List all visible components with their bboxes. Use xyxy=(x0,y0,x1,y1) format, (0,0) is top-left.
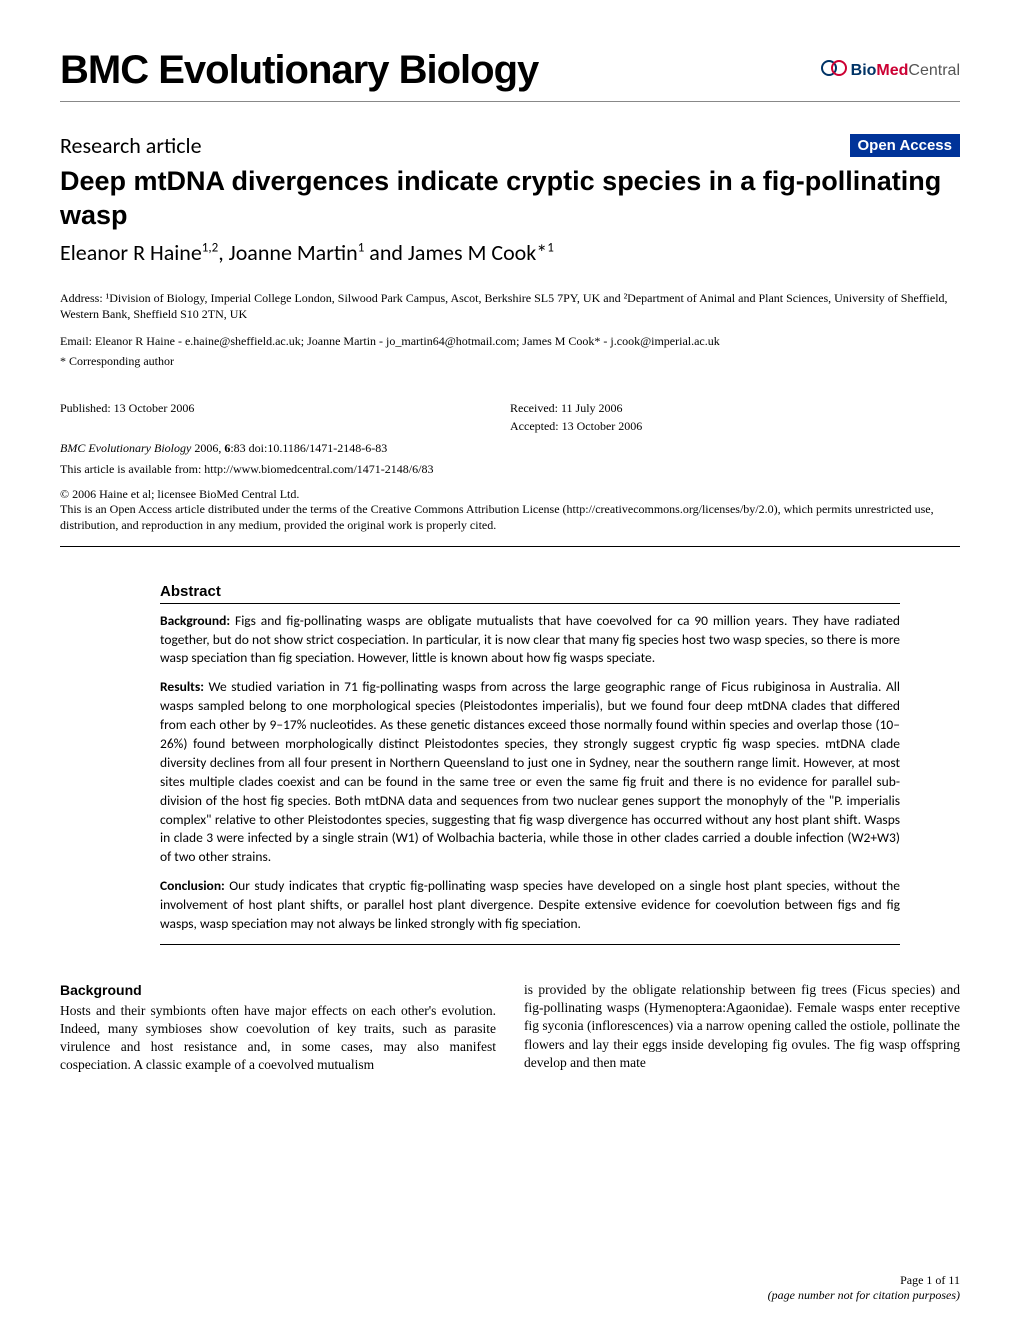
abstract-conclusion-text: Our study indicates that cryptic fig-pol… xyxy=(160,877,900,932)
published-date: Published: 13 October 2006 xyxy=(60,399,510,417)
logo-central: Central xyxy=(908,62,960,80)
body-columns: Background Hosts and their symbionts oft… xyxy=(60,981,960,1075)
abstract-conclusion-label: Conclusion: xyxy=(160,877,225,894)
dates-right: Received: 11 July 2006 Accepted: 13 Octo… xyxy=(510,399,960,435)
article-title: Deep mtDNA divergences indicate cryptic … xyxy=(60,165,960,233)
biomed-logo-icon xyxy=(821,55,847,86)
page-citation-note: (page number not for citation purposes) xyxy=(768,1288,960,1304)
copyright-line-2: This is an Open Access article distribut… xyxy=(60,502,960,533)
authors-line: Eleanor R Haine1,2, Joanne Martin 1 and J… xyxy=(60,239,960,266)
corresponding-note: * Corresponding author xyxy=(60,354,960,369)
affiliations: Address: ¹Division of Biology, Imperial … xyxy=(60,290,960,324)
article-type-row: Research article Open Access xyxy=(60,132,960,159)
author-1-sup: 1,2 xyxy=(202,240,218,255)
received-date: Received: 11 July 2006 xyxy=(510,399,960,417)
author-3-sup: 1 xyxy=(547,240,554,255)
body-col1-text: Hosts and their symbionts often have maj… xyxy=(60,1003,496,1073)
citation: BMC Evolutionary Biology 2006, 6:83 doi:… xyxy=(60,441,960,456)
abstract-heading: Abstract xyxy=(160,583,900,604)
citation-journal: BMC Evolutionary Biology xyxy=(60,441,191,455)
body-col2-text: is provided by the obligate relationship… xyxy=(524,982,960,1070)
body-column-right: is provided by the obligate relationship… xyxy=(524,981,960,1075)
journal-header: BMC Evolutionary Biology BioMed Central xyxy=(60,48,960,102)
body-column-left: Background Hosts and their symbionts oft… xyxy=(60,981,496,1075)
citation-doi: doi:10.1186/1471-2148-6-83 xyxy=(246,441,388,455)
abstract-results-label: Results: xyxy=(160,678,204,695)
page-number: Page 1 of 11 xyxy=(768,1273,960,1289)
page-footer: Page 1 of 11 (page number not for citati… xyxy=(768,1273,960,1304)
author-2: , Joanne Martin xyxy=(218,239,358,266)
author-3: and James M Cook* xyxy=(364,239,547,266)
copyright-line-1: © 2006 Haine et al; licensee BioMed Cent… xyxy=(60,487,960,503)
citation-year: 2006, xyxy=(191,441,224,455)
abstract-background-label: Background: xyxy=(160,612,230,629)
abstract-background-text: Figs and fig-pollinating wasps are oblig… xyxy=(160,612,900,667)
biomed-central-logo: BioMed Central xyxy=(821,55,960,86)
logo-med: Med xyxy=(876,62,908,80)
abstract-results-text: We studied variation in 71 fig-pollinati… xyxy=(160,678,900,865)
author-1: Eleanor R Haine xyxy=(60,239,202,266)
abstract-block: Abstract Background: Figs and fig-pollin… xyxy=(160,583,900,945)
abstract-conclusion: Conclusion: Our study indicates that cry… xyxy=(160,877,900,934)
journal-title: BMC Evolutionary Biology xyxy=(60,48,538,93)
logo-bio: Bio xyxy=(851,62,877,80)
dates-left: Published: 13 October 2006 xyxy=(60,399,510,435)
article-type: Research article xyxy=(60,132,202,159)
dates-row: Published: 13 October 2006 Received: 11 … xyxy=(60,399,960,435)
citation-page: :83 xyxy=(230,441,245,455)
abstract-background: Background: Figs and fig-pollinating was… xyxy=(160,612,900,669)
emails: Email: Eleanor R Haine - e.haine@sheffie… xyxy=(60,333,960,350)
availability: This article is available from: http://w… xyxy=(60,462,960,477)
abstract-results: Results: We studied variation in 71 fig-… xyxy=(160,678,900,867)
accepted-date: Accepted: 13 October 2006 xyxy=(510,417,960,435)
abstract-divider xyxy=(160,944,900,945)
copyright-block: © 2006 Haine et al; licensee BioMed Cent… xyxy=(60,487,960,547)
background-heading: Background xyxy=(60,981,496,1000)
open-access-badge: Open Access xyxy=(850,134,961,157)
